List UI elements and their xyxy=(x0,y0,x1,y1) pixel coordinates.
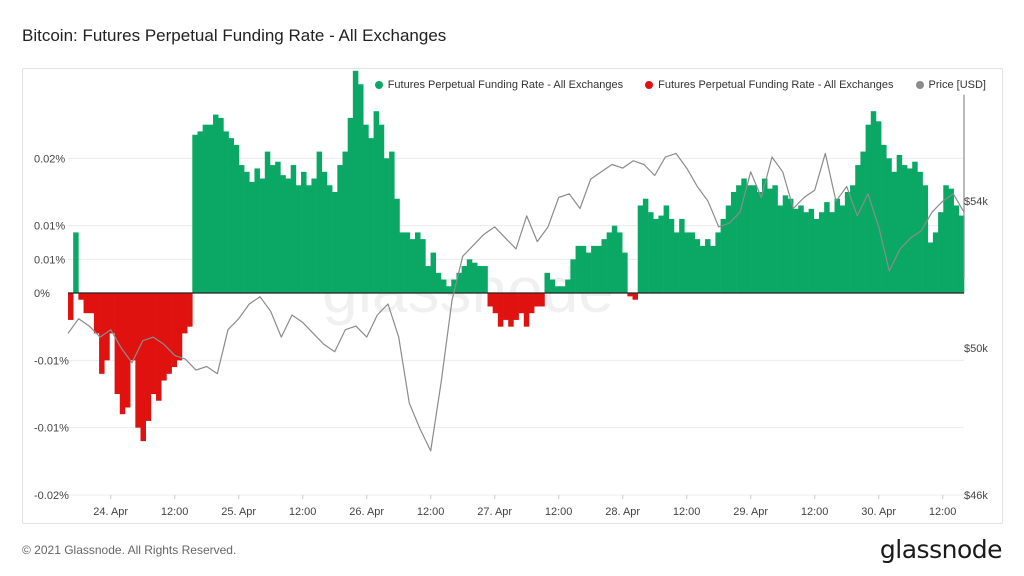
legend-label: Futures Perpetual Funding Rate - All Exc… xyxy=(387,79,624,91)
legend-item-funding-positive[interactable]: Futures Perpetual Funding Rate - All Exc… xyxy=(374,79,624,91)
legend-item-price[interactable]: Price [USD] xyxy=(915,79,986,91)
legend-dot-red xyxy=(645,81,654,89)
chart-legend: Futures Perpetual Funding Rate - All Exc… xyxy=(374,79,986,91)
chart-panel: Futures Perpetual Funding Rate - All Exc… xyxy=(22,68,1003,524)
legend-dot-green xyxy=(374,81,383,89)
legend-label: Futures Perpetual Funding Rate - All Exc… xyxy=(658,79,894,91)
glassnode-logo: glassnode xyxy=(879,535,1003,564)
legend-label: Price [USD] xyxy=(928,79,986,91)
legend-item-funding-negative[interactable]: Futures Perpetual Funding Rate - All Exc… xyxy=(645,79,894,91)
legend-dot-gray xyxy=(915,81,924,89)
copyright: © 2021 Glassnode. All Rights Reserved. xyxy=(22,543,237,557)
chart-title: Bitcoin: Futures Perpetual Funding Rate … xyxy=(22,26,447,45)
